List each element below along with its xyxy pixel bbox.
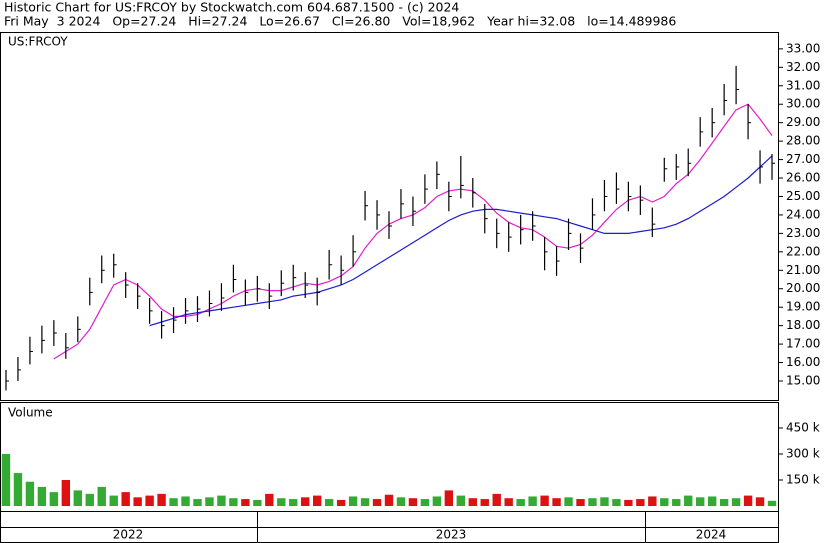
y-tick-label: 26.00 xyxy=(786,171,820,185)
volume-bar xyxy=(731,498,741,506)
volume-bar xyxy=(396,497,406,506)
volume-bar xyxy=(312,495,322,506)
volume-bar xyxy=(432,496,442,506)
y-tick-label: 33.00 xyxy=(786,41,820,55)
volume-bar xyxy=(289,499,298,506)
volume-bar xyxy=(684,495,693,506)
volume-bar xyxy=(301,497,310,506)
y-tick-label: 18.00 xyxy=(786,318,820,332)
volume-bar xyxy=(1,453,11,506)
volume-bar xyxy=(696,497,705,506)
volume-bar xyxy=(169,498,178,506)
year-label: 2024 xyxy=(696,528,727,542)
volume-bar xyxy=(384,494,394,506)
volume-bar xyxy=(540,495,549,506)
volume-bar xyxy=(468,498,477,506)
volume-bar xyxy=(767,500,777,506)
volume-bar xyxy=(73,490,82,506)
moving-average-line xyxy=(149,155,773,327)
y-tick-label: 450 k xyxy=(786,420,820,434)
volume-bar xyxy=(205,497,214,506)
price-panel xyxy=(0,32,779,401)
volume-bar xyxy=(672,499,681,506)
volume-bar xyxy=(37,486,47,506)
y-tick-label: 24.00 xyxy=(786,207,820,221)
volume-bar xyxy=(145,495,154,506)
volume-bar xyxy=(181,496,190,506)
volume-bar xyxy=(504,498,513,506)
y-tick-label: 25.00 xyxy=(786,189,820,203)
volume-bar xyxy=(265,493,274,506)
volume-bar xyxy=(193,499,202,506)
y-tick-label: 16.00 xyxy=(786,355,820,369)
volume-bar xyxy=(636,499,645,506)
volume-bar xyxy=(229,498,238,506)
y-tick-label: 29.00 xyxy=(786,115,820,129)
volume-bar xyxy=(348,496,358,506)
volume-bar xyxy=(157,493,166,506)
volume-bar xyxy=(324,499,334,506)
y-tick-label: 30.00 xyxy=(786,97,820,111)
volume-bar xyxy=(121,492,130,506)
volume-bar xyxy=(49,492,59,506)
volume-bar xyxy=(277,498,286,506)
volume-bar xyxy=(492,493,501,506)
volume-bar xyxy=(552,498,561,506)
volume-bar xyxy=(133,497,142,506)
y-tick-label: 300 k xyxy=(786,446,820,460)
y-tick-label: 23.00 xyxy=(786,226,820,240)
y-tick-label: 20.00 xyxy=(786,281,820,295)
volume-bar xyxy=(360,498,370,506)
y-tick-label: 22.00 xyxy=(786,244,820,258)
volume-bar xyxy=(648,496,657,506)
volume-bar xyxy=(707,496,717,506)
y-tick-label: 150 k xyxy=(786,472,820,486)
volume-bar xyxy=(97,486,106,506)
volume-bar xyxy=(612,499,621,506)
volume-bar xyxy=(61,479,71,506)
volume-bar xyxy=(600,497,609,506)
volume-bar xyxy=(516,499,525,506)
volume-bar xyxy=(624,499,633,506)
y-tick-label: 15.00 xyxy=(786,373,820,387)
year-label: 2023 xyxy=(436,528,467,542)
volume-bar xyxy=(372,499,382,506)
volume-bar xyxy=(755,497,765,506)
header-quote: Fri May 3 2024 Op=27.24 Hi=27.24 Lo=26.6… xyxy=(4,14,676,29)
volume-bar xyxy=(336,499,346,506)
volume-bar xyxy=(588,498,597,506)
volume-bar xyxy=(456,495,466,506)
volume-bar xyxy=(420,499,430,506)
y-tick-label: 28.00 xyxy=(786,134,820,148)
y-tick-label: 27.00 xyxy=(786,152,820,166)
volume-bar xyxy=(564,497,573,506)
volume-bar xyxy=(719,499,729,506)
y-tick-label: 32.00 xyxy=(786,60,820,74)
volume-bar xyxy=(660,498,669,506)
volume-bar xyxy=(253,499,262,506)
volume-bar xyxy=(217,495,226,506)
volume-bar xyxy=(743,495,753,506)
volume-panel-label: Volume xyxy=(8,406,53,420)
y-tick-label: 19.00 xyxy=(786,300,820,314)
volume-bar xyxy=(408,498,418,506)
volume-bar xyxy=(528,496,537,506)
volume-bar xyxy=(480,499,489,506)
volume-bar xyxy=(109,495,118,506)
volume-bar xyxy=(241,499,250,506)
y-tick-label: 17.00 xyxy=(786,337,820,351)
volume-bar xyxy=(576,499,585,506)
year-label: 2022 xyxy=(113,528,144,542)
volume-bar xyxy=(444,490,454,506)
y-tick-label: 21.00 xyxy=(786,263,820,277)
volume-bar xyxy=(85,493,94,506)
header-title: Historic Chart for US:FRCOY by Stockwatc… xyxy=(4,0,459,15)
volume-bar xyxy=(13,473,23,506)
y-tick-label: 31.00 xyxy=(786,78,820,92)
price-panel-label: US:FRCOY xyxy=(8,35,68,49)
volume-bar xyxy=(25,481,35,506)
